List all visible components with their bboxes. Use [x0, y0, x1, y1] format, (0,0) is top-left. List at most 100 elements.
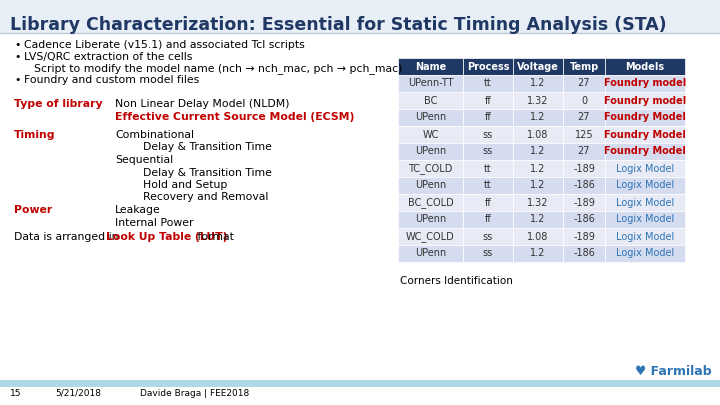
- Text: •: •: [14, 75, 20, 85]
- Text: Foundry Model: Foundry Model: [604, 113, 686, 122]
- Text: 5/21/2018: 5/21/2018: [55, 389, 101, 398]
- Text: 1.2: 1.2: [531, 164, 546, 173]
- Bar: [513, 75, 563, 92]
- Bar: [463, 194, 513, 211]
- Bar: [398, 58, 463, 75]
- Text: UPenn: UPenn: [415, 113, 446, 122]
- Bar: [605, 126, 685, 143]
- Text: ss: ss: [483, 232, 493, 241]
- Text: Logix Model: Logix Model: [616, 249, 674, 258]
- Text: UPenn: UPenn: [415, 181, 446, 190]
- Bar: [398, 75, 463, 92]
- Text: Name: Name: [415, 62, 446, 72]
- Text: UPenn: UPenn: [415, 147, 446, 156]
- Bar: [605, 92, 685, 109]
- Text: Power: Power: [14, 205, 53, 215]
- Bar: [605, 194, 685, 211]
- Text: ff: ff: [485, 113, 491, 122]
- Bar: [563, 75, 605, 92]
- Bar: [398, 194, 463, 211]
- Bar: [0, 380, 720, 387]
- Bar: [605, 177, 685, 194]
- Bar: [463, 126, 513, 143]
- Text: Recovery and Removal: Recovery and Removal: [143, 192, 269, 202]
- Text: ff: ff: [485, 198, 491, 207]
- Text: format: format: [194, 232, 234, 242]
- Bar: [563, 194, 605, 211]
- Text: ff: ff: [485, 96, 491, 105]
- Bar: [563, 228, 605, 245]
- Text: tt: tt: [484, 164, 492, 173]
- Text: Cadence Liberate (v15.1) and associated Tcl scripts: Cadence Liberate (v15.1) and associated …: [24, 40, 305, 50]
- Text: Internal Power: Internal Power: [115, 217, 194, 228]
- Bar: [463, 58, 513, 75]
- Bar: [463, 75, 513, 92]
- Text: tt: tt: [484, 79, 492, 89]
- Text: Leakage: Leakage: [115, 205, 161, 215]
- Bar: [398, 92, 463, 109]
- Bar: [605, 109, 685, 126]
- Text: 27: 27: [577, 79, 590, 89]
- Text: Logix Model: Logix Model: [616, 181, 674, 190]
- Text: 1.2: 1.2: [531, 249, 546, 258]
- Text: BC_COLD: BC_COLD: [408, 197, 454, 208]
- Text: ♥ Farmilab: ♥ Farmilab: [635, 365, 711, 378]
- Bar: [398, 228, 463, 245]
- Text: 1.08: 1.08: [527, 130, 549, 139]
- Bar: [563, 177, 605, 194]
- Bar: [463, 245, 513, 262]
- Text: Type of library: Type of library: [14, 99, 103, 109]
- Text: Timing: Timing: [14, 130, 55, 140]
- Text: 27: 27: [577, 113, 590, 122]
- Text: tt: tt: [484, 181, 492, 190]
- Bar: [398, 143, 463, 160]
- FancyBboxPatch shape: [0, 0, 720, 33]
- Bar: [513, 211, 563, 228]
- Bar: [563, 126, 605, 143]
- Text: 1.2: 1.2: [531, 215, 546, 224]
- Text: -189: -189: [573, 232, 595, 241]
- Text: Foundry Model: Foundry Model: [604, 130, 686, 139]
- Bar: [513, 177, 563, 194]
- Text: UPenn: UPenn: [415, 215, 446, 224]
- Bar: [463, 177, 513, 194]
- Text: Foundry model: Foundry model: [604, 79, 686, 89]
- Text: Delay & Transition Time: Delay & Transition Time: [143, 143, 272, 153]
- Bar: [563, 245, 605, 262]
- Text: ss: ss: [483, 147, 493, 156]
- Text: Effective Current Source Model (ECSM): Effective Current Source Model (ECSM): [115, 112, 354, 122]
- Bar: [513, 92, 563, 109]
- Text: -189: -189: [573, 198, 595, 207]
- Text: Logix Model: Logix Model: [616, 198, 674, 207]
- Bar: [398, 160, 463, 177]
- Text: -186: -186: [573, 249, 595, 258]
- Bar: [513, 194, 563, 211]
- Text: Logix Model: Logix Model: [616, 164, 674, 173]
- Bar: [513, 143, 563, 160]
- Text: Foundry model: Foundry model: [604, 96, 686, 105]
- Text: 125: 125: [575, 130, 593, 139]
- Text: Data is arranged in: Data is arranged in: [14, 232, 122, 242]
- Bar: [563, 211, 605, 228]
- Text: Delay & Transition Time: Delay & Transition Time: [143, 168, 272, 177]
- Bar: [563, 92, 605, 109]
- Text: 15: 15: [10, 389, 22, 398]
- Bar: [605, 75, 685, 92]
- Text: -186: -186: [573, 215, 595, 224]
- Text: LVS/QRC extraction of the cells: LVS/QRC extraction of the cells: [24, 52, 192, 62]
- Text: -189: -189: [573, 164, 595, 173]
- Text: •: •: [14, 40, 20, 50]
- Text: Sequential: Sequential: [115, 155, 173, 165]
- Text: UPenn: UPenn: [415, 249, 446, 258]
- Text: 0: 0: [581, 96, 587, 105]
- Text: ss: ss: [483, 249, 493, 258]
- Text: 1.2: 1.2: [531, 181, 546, 190]
- Text: Foundry and custom model files: Foundry and custom model files: [24, 75, 199, 85]
- Bar: [398, 245, 463, 262]
- Text: TC_COLD: TC_COLD: [408, 163, 453, 174]
- Bar: [563, 109, 605, 126]
- Text: Voltage: Voltage: [517, 62, 559, 72]
- Text: 1.32: 1.32: [527, 96, 549, 105]
- Text: -186: -186: [573, 181, 595, 190]
- Bar: [513, 160, 563, 177]
